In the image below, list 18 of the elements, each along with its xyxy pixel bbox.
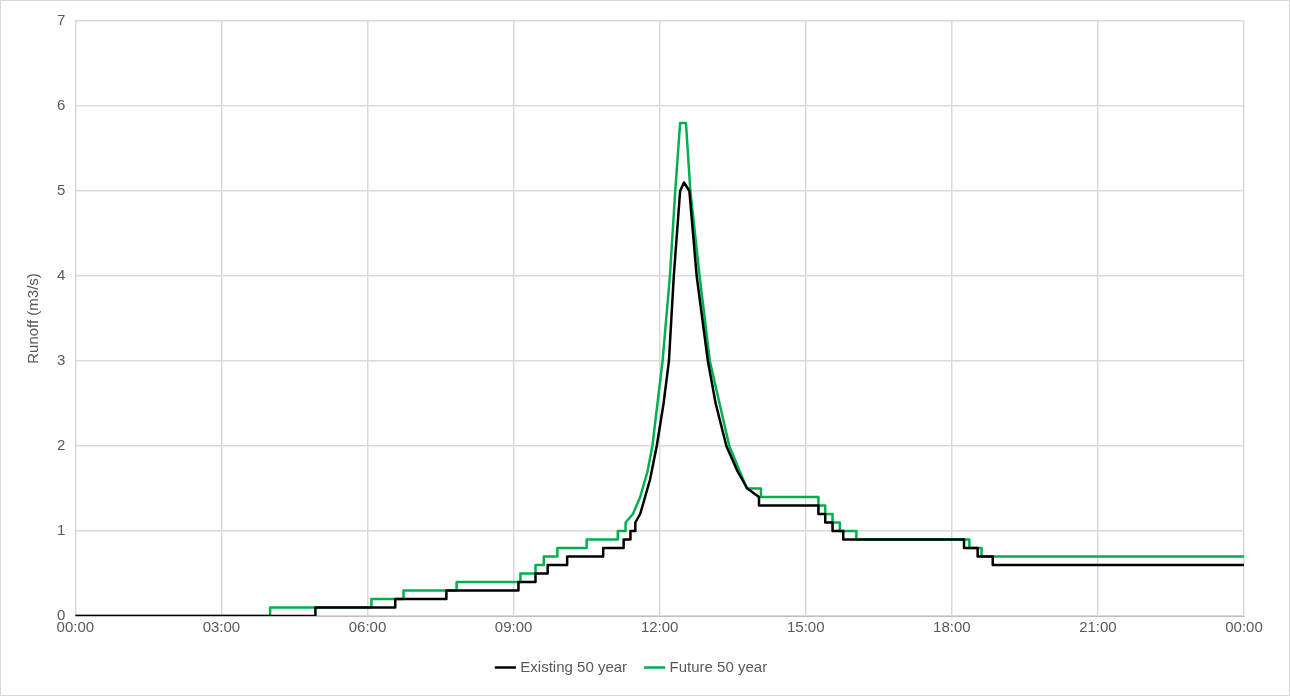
x-tick-label: 03:00 xyxy=(202,618,241,636)
y-tick-label: 6 xyxy=(57,96,66,114)
x-tick-label: 12:00 xyxy=(640,618,679,636)
x-tick-label: 09:00 xyxy=(494,618,533,636)
x-tick-label: 15:00 xyxy=(786,618,825,636)
legend-label: Future 50 year xyxy=(669,657,768,675)
x-tick-label: 18:00 xyxy=(933,618,971,636)
legend-label: Existing 50 year xyxy=(520,657,628,675)
y-tick-label: 1 xyxy=(57,521,66,539)
y-tick-label: 4 xyxy=(57,266,66,284)
x-tick-label: 21:00 xyxy=(1079,618,1117,636)
y-tick-label: 5 xyxy=(57,181,66,199)
y-tick-label: 7 xyxy=(57,11,66,29)
y-axis-title: Runoff (m3/s) xyxy=(24,273,42,364)
x-tick-label: 06:00 xyxy=(348,618,387,636)
y-tick-label: 2 xyxy=(57,436,66,454)
x-tick-label: 00:00 xyxy=(1225,618,1263,636)
y-tick-label: 3 xyxy=(57,351,66,369)
